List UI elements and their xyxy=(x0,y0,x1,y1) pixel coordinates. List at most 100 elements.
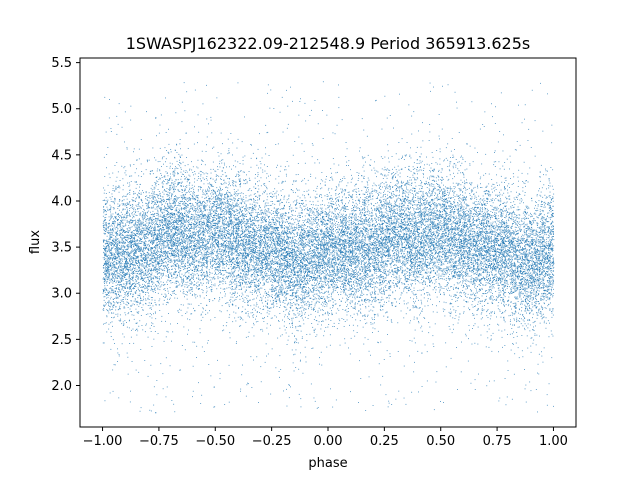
data-point xyxy=(333,234,334,235)
data-point xyxy=(345,248,346,249)
data-point xyxy=(197,273,198,274)
data-point xyxy=(490,241,491,242)
data-point xyxy=(447,166,448,167)
data-point xyxy=(123,299,124,300)
data-point xyxy=(344,326,345,327)
data-point xyxy=(417,178,418,179)
data-point xyxy=(417,236,418,237)
data-point xyxy=(496,225,497,226)
data-point xyxy=(287,241,288,242)
data-point xyxy=(182,237,183,238)
data-point xyxy=(415,200,416,201)
data-point xyxy=(125,170,126,171)
data-point xyxy=(532,288,533,289)
data-point xyxy=(342,215,343,216)
data-point xyxy=(127,220,128,221)
data-point xyxy=(478,302,479,303)
data-point xyxy=(443,270,444,271)
data-point xyxy=(236,176,237,177)
data-point xyxy=(388,158,389,159)
data-point xyxy=(450,303,451,304)
data-point xyxy=(345,206,346,207)
data-point xyxy=(267,279,268,280)
data-point xyxy=(302,254,303,255)
data-point xyxy=(428,219,429,220)
data-point xyxy=(395,209,396,210)
data-point xyxy=(234,206,235,207)
data-point xyxy=(497,185,498,186)
data-point xyxy=(470,146,471,147)
data-point xyxy=(308,214,309,215)
data-point xyxy=(538,270,539,271)
data-point xyxy=(256,225,257,226)
data-point xyxy=(305,289,306,290)
data-point xyxy=(387,195,388,196)
data-point xyxy=(401,295,402,296)
data-point xyxy=(397,281,398,282)
data-point xyxy=(379,279,380,280)
data-point xyxy=(541,288,542,289)
data-point xyxy=(510,178,511,179)
data-point xyxy=(159,239,160,240)
data-point xyxy=(541,356,542,357)
data-point xyxy=(518,227,519,228)
data-point xyxy=(370,251,371,252)
data-point xyxy=(451,214,452,215)
data-point xyxy=(535,281,536,282)
data-point xyxy=(446,366,447,367)
data-point xyxy=(313,219,314,220)
data-point xyxy=(390,182,391,183)
data-point xyxy=(475,225,476,226)
data-point xyxy=(459,132,460,133)
data-point xyxy=(287,276,288,277)
data-point xyxy=(210,320,211,321)
data-point xyxy=(273,289,274,290)
data-point xyxy=(465,169,466,170)
data-point xyxy=(399,258,400,259)
data-point xyxy=(135,300,136,301)
data-point xyxy=(213,169,214,170)
data-point xyxy=(140,206,141,207)
data-point xyxy=(231,217,232,218)
data-point xyxy=(415,233,416,234)
data-point xyxy=(479,269,480,270)
data-point xyxy=(449,255,450,256)
data-point xyxy=(319,291,320,292)
data-point xyxy=(505,378,506,379)
data-point xyxy=(369,269,370,270)
data-point xyxy=(152,256,153,257)
data-point xyxy=(488,223,489,224)
data-point xyxy=(109,220,110,221)
data-point xyxy=(550,295,551,296)
data-point xyxy=(301,311,302,312)
data-point xyxy=(365,235,366,236)
data-point xyxy=(451,238,452,239)
data-point xyxy=(469,285,470,286)
data-point xyxy=(257,236,258,237)
data-point xyxy=(288,258,289,259)
data-point xyxy=(300,197,301,198)
data-point xyxy=(347,320,348,321)
data-point xyxy=(356,286,357,287)
data-point xyxy=(390,356,391,357)
data-point xyxy=(215,212,216,213)
data-point xyxy=(471,283,472,284)
data-point xyxy=(327,268,328,269)
data-point xyxy=(274,288,275,289)
data-point xyxy=(344,189,345,190)
data-point xyxy=(538,309,539,310)
data-point xyxy=(139,274,140,275)
data-point xyxy=(133,251,134,252)
data-point xyxy=(282,285,283,286)
data-point xyxy=(192,275,193,276)
data-point xyxy=(202,172,203,173)
data-point xyxy=(402,227,403,228)
data-point xyxy=(538,287,539,288)
data-point xyxy=(316,334,317,335)
data-point xyxy=(235,321,236,322)
data-point xyxy=(265,206,266,207)
data-point xyxy=(396,188,397,189)
data-point xyxy=(381,237,382,238)
data-point xyxy=(271,275,272,276)
data-point xyxy=(357,261,358,262)
